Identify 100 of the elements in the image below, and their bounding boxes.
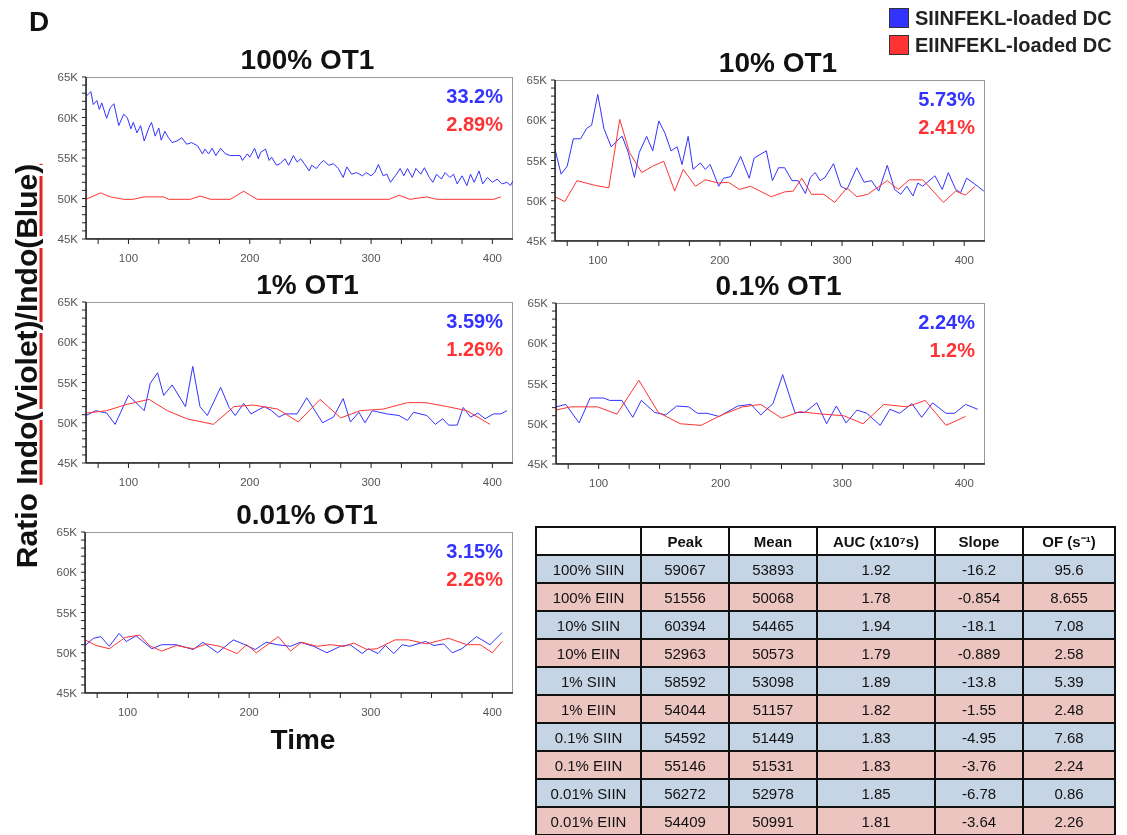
- annotation: 3.15%: [446, 540, 503, 562]
- y-tick-label: 45K: [57, 233, 79, 246]
- y-tick-label: 45K: [526, 235, 548, 248]
- x-tick-label: 300: [361, 476, 381, 489]
- annotation: 2.89%: [446, 113, 503, 135]
- data-label: 5.39: [1023, 667, 1115, 695]
- data-label: 51531: [729, 751, 817, 779]
- x-tick-label: 300: [832, 254, 852, 267]
- x-tick-label: 400: [482, 252, 502, 265]
- x-tick-label: 200: [240, 252, 260, 265]
- data-label: 7.68: [1023, 723, 1115, 751]
- text: D: [29, 6, 50, 37]
- data-label: -13.8: [935, 667, 1023, 695]
- y-tick-label: 50K: [57, 416, 79, 429]
- data-label: 1.83: [817, 723, 935, 751]
- y-tick-label: 65K: [527, 297, 549, 310]
- y-tick-label: 50K: [56, 646, 78, 659]
- data-label: 59067: [641, 555, 729, 583]
- chart-title: 0.1% OT1: [715, 270, 842, 301]
- chart-title: 0.01% OT1: [236, 499, 378, 530]
- chart-title: 10% OT1: [718, 47, 838, 78]
- legend-label: SIINFEKL-loaded DC: [915, 6, 1112, 29]
- y-tick-label: 55K: [527, 377, 549, 390]
- data-label: 1.83: [817, 751, 935, 779]
- y-tick-label: 65K: [57, 296, 79, 309]
- y-tick-label: 55K: [57, 152, 79, 165]
- data-label: -18.1: [935, 611, 1023, 639]
- data-label: 54044: [641, 695, 729, 723]
- data-label: 1.92: [817, 555, 935, 583]
- x-tick-label: 200: [710, 254, 730, 267]
- annotation: 3.59%: [446, 310, 503, 332]
- data-label: 55146: [641, 751, 729, 779]
- x-tick-label: 100: [117, 706, 138, 719]
- y-axis-title: Ratio Indo(Violet)/Indo(Blue): [9, 163, 43, 569]
- y-tick-label: 100% SIIN: [552, 560, 625, 578]
- data-label: 53893: [729, 555, 817, 583]
- data-label: 60394: [641, 611, 729, 639]
- y-tick-label: 55K: [57, 376, 79, 389]
- y-tick-label: 100% EIIN: [552, 588, 625, 606]
- y-tick-label: 45K: [527, 458, 549, 471]
- data-label: 50573: [729, 639, 817, 667]
- y-tick-label: 50K: [527, 417, 549, 430]
- y-tick-label: 1% EIIN: [560, 700, 617, 718]
- data-label: 51449: [729, 723, 817, 751]
- y-tick-label: 60K: [57, 336, 79, 349]
- line-series: [86, 91, 513, 187]
- data-label: 1.81: [817, 807, 935, 835]
- y-tick-label: 0.1% EIIN: [554, 756, 623, 774]
- annotation: 2.41%: [918, 116, 975, 138]
- y-tick-label: 0.01% EIIN: [550, 812, 627, 830]
- data-label: -1.55: [935, 695, 1023, 723]
- data-label: 56272: [641, 779, 729, 807]
- data-label: 1.82: [817, 695, 935, 723]
- data-label: -4.95: [935, 723, 1023, 751]
- line-series: [86, 365, 508, 426]
- data-label: 2.26: [1023, 807, 1115, 835]
- x-tick-label: OF (s⁻¹): [1042, 533, 1096, 550]
- y-tick-label: 45K: [56, 687, 78, 700]
- y-tick-label: 50K: [57, 192, 79, 205]
- data-label: -3.76: [935, 751, 1023, 779]
- data-label: 1.85: [817, 779, 935, 807]
- chart-title: 100% OT1: [240, 44, 375, 75]
- y-tick-label: 50K: [526, 194, 548, 207]
- x-tick-label: 200: [710, 477, 731, 490]
- data-label: 2.24: [1023, 751, 1115, 779]
- data-label: 1.79: [817, 639, 935, 667]
- data-label: 1.94: [817, 611, 935, 639]
- data-label: 50991: [729, 807, 817, 835]
- data-label: 2.48: [1023, 695, 1115, 723]
- y-tick-label: 60K: [526, 114, 548, 127]
- data-label: -0.889: [935, 639, 1023, 667]
- data-label: 54592: [641, 723, 729, 751]
- x-tick-label: 200: [240, 476, 260, 489]
- x-tick-label: 100: [588, 254, 608, 267]
- x-tick-label: 100: [118, 252, 139, 265]
- data-label: 52963: [641, 639, 729, 667]
- data-label: 8.655: [1023, 583, 1115, 611]
- x-tick-label: 100: [118, 476, 139, 489]
- data-label: 1.89: [817, 667, 935, 695]
- data-label: 95.6: [1023, 555, 1115, 583]
- data-label: 0.86: [1023, 779, 1115, 807]
- annotation: 1.2%: [929, 339, 975, 361]
- line-series: [86, 190, 502, 200]
- chart-title: 1% OT1: [256, 269, 359, 300]
- data-label: 51157: [729, 695, 817, 723]
- annotation: 2.24%: [918, 311, 975, 333]
- data-label: 2.58: [1023, 639, 1115, 667]
- y-tick-label: 65K: [57, 71, 79, 84]
- y-tick-label: 55K: [56, 606, 78, 619]
- x-tick-label: Peak: [667, 532, 703, 550]
- data-label: -3.64: [935, 807, 1023, 835]
- x-tick-label: 400: [482, 476, 502, 489]
- annotation: 5.73%: [918, 88, 975, 110]
- data-label: 52978: [729, 779, 817, 807]
- y-tick-label: 0.1% SIIN: [554, 728, 623, 746]
- line-series: [86, 398, 491, 425]
- data-label: 51556: [641, 583, 729, 611]
- x-tick-label: 400: [954, 254, 974, 267]
- data-label: -0.854: [935, 583, 1023, 611]
- x-tick-label: 300: [832, 477, 852, 490]
